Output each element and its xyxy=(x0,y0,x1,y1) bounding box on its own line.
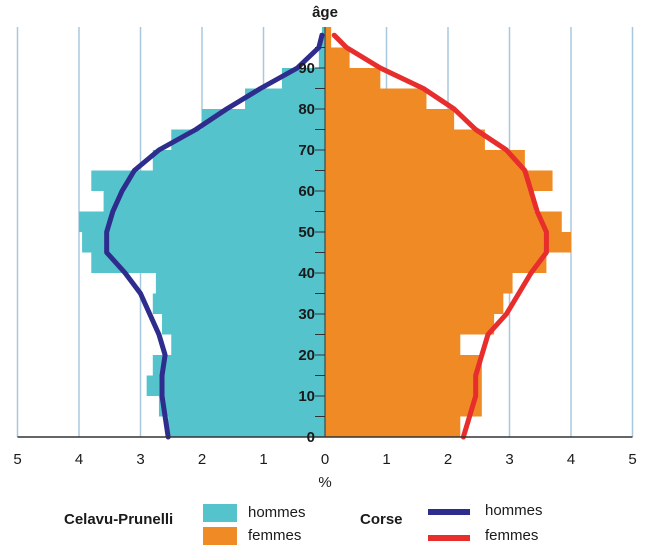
y-tick-label: 10 xyxy=(298,388,315,405)
bar-femmes xyxy=(325,27,332,48)
x-tick-label: 2 xyxy=(198,451,206,468)
y-tick-label: 70 xyxy=(298,142,315,159)
bar-femmes xyxy=(325,252,547,273)
bar-hommes xyxy=(202,109,325,130)
legend-bar-hommes-swatch xyxy=(203,504,237,522)
legend-line-femmes-swatch xyxy=(428,535,470,541)
x-tick-label: 1 xyxy=(259,451,267,468)
bar-femmes xyxy=(325,416,461,437)
bar-hommes xyxy=(79,211,325,232)
x-tick-label: 0 xyxy=(321,451,329,468)
bar-femmes xyxy=(325,375,482,396)
x-tick-label: 4 xyxy=(75,451,83,468)
bar-hommes xyxy=(171,334,325,355)
bar-femmes xyxy=(325,150,525,171)
y-tick-label: 30 xyxy=(298,306,315,323)
y-tick-label: 90 xyxy=(298,60,315,77)
legend-bar-hommes-label: hommes xyxy=(248,504,306,521)
x-tick-label: 5 xyxy=(628,451,636,468)
bar-hommes xyxy=(152,150,325,171)
axes-group xyxy=(17,27,633,438)
bars-group xyxy=(79,27,571,437)
x-tick-label: 2 xyxy=(444,451,452,468)
bar-femmes xyxy=(325,170,553,191)
bar-femmes xyxy=(325,129,485,150)
bar-femmes xyxy=(325,191,535,212)
bar-femmes xyxy=(325,273,513,294)
legend-bar-femmes-swatch xyxy=(203,527,237,545)
x-tick-label: 1 xyxy=(382,451,390,468)
x-tick-label: 5 xyxy=(13,451,21,468)
bar-hommes xyxy=(152,293,325,314)
bar-hommes xyxy=(146,375,325,396)
bar-hommes xyxy=(162,314,325,335)
bar-hommes xyxy=(171,129,325,150)
bar-femmes xyxy=(325,334,461,355)
legend-line-hommes-swatch xyxy=(428,509,470,515)
x-tick-label: 3 xyxy=(136,451,144,468)
legend-line-femmes-label: femmes xyxy=(485,527,539,544)
bar-femmes xyxy=(325,88,427,109)
bar-hommes xyxy=(152,355,325,376)
bar-hommes xyxy=(168,416,325,437)
bar-hommes xyxy=(245,88,325,109)
bar-hommes xyxy=(318,47,325,68)
bar-femmes xyxy=(325,232,571,253)
bar-hommes xyxy=(91,170,325,191)
y-tick-label: 0 xyxy=(307,429,315,446)
y-tick-label: 40 xyxy=(298,265,315,282)
bar-hommes xyxy=(158,396,325,417)
bar-femmes xyxy=(325,396,482,417)
bar-hommes xyxy=(155,273,325,294)
bar-femmes xyxy=(325,109,455,130)
bar-femmes xyxy=(325,314,495,335)
legend-group1-label: Celavu-Prunelli xyxy=(64,511,174,528)
bar-femmes xyxy=(325,211,562,232)
bar-hommes xyxy=(91,252,325,273)
bar-femmes xyxy=(325,293,504,314)
legend-line-hommes-label: hommes xyxy=(485,502,543,519)
x-tick-label: 4 xyxy=(567,451,575,468)
x-axis-label: % xyxy=(318,474,331,491)
y-tick-label: 60 xyxy=(298,183,315,200)
y-tick-label: 80 xyxy=(298,101,315,118)
bar-hommes xyxy=(103,191,325,212)
line-femmes xyxy=(331,32,549,440)
y-tick-labels: 0 10 20 30 40 50 60 70 80 90 xyxy=(298,60,315,446)
x-tick-labels: 5 4 3 2 1 0 1 2 3 4 5 xyxy=(13,451,636,468)
line-hommes xyxy=(104,32,325,440)
legend-group2-label: Corse xyxy=(360,511,403,528)
y-tick-label: 50 xyxy=(298,224,315,241)
legend-bar-femmes-label: femmes xyxy=(248,527,302,544)
bar-femmes xyxy=(325,355,482,376)
bar-hommes xyxy=(82,232,325,253)
bar-femmes xyxy=(325,68,381,89)
y-axis-label: âge xyxy=(312,4,338,21)
lines-group xyxy=(104,32,549,440)
bar-femmes xyxy=(325,47,350,68)
y-tick-label: 20 xyxy=(298,347,315,364)
x-tick-label: 3 xyxy=(505,451,513,468)
